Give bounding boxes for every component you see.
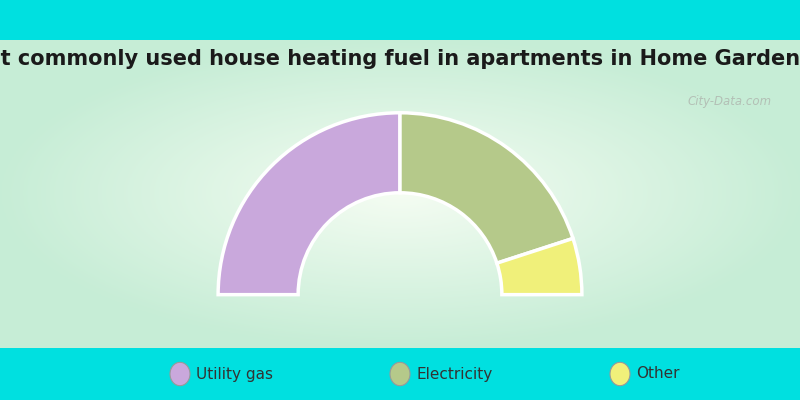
Text: Other: Other (636, 366, 679, 382)
Text: Most commonly used house heating fuel in apartments in Home Garden, CA: Most commonly used house heating fuel in… (0, 49, 800, 69)
Ellipse shape (610, 362, 630, 386)
Text: Electricity: Electricity (416, 366, 492, 382)
Ellipse shape (170, 362, 190, 386)
Text: Utility gas: Utility gas (196, 366, 273, 382)
Wedge shape (218, 113, 400, 295)
Wedge shape (497, 238, 582, 295)
Wedge shape (400, 113, 573, 263)
Text: City-Data.com: City-Data.com (688, 96, 772, 108)
Ellipse shape (390, 362, 410, 386)
